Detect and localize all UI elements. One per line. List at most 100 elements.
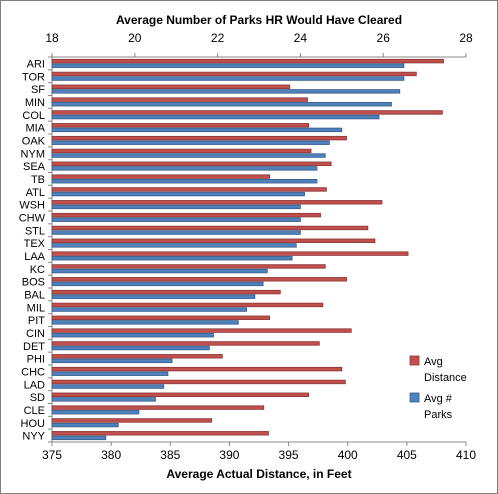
- category-label: LAA: [24, 251, 45, 263]
- bar-avg-parks: [51, 345, 210, 351]
- bar-avg-distance: [51, 405, 265, 410]
- category-label: OAK: [22, 135, 46, 147]
- bar-avg-parks: [51, 294, 256, 299]
- bar-avg-parks: [51, 217, 301, 222]
- category-label: NYM: [21, 148, 45, 160]
- bar-avg-parks: [51, 166, 318, 171]
- bar-avg-parks: [51, 422, 119, 428]
- category-label: TEX: [24, 238, 46, 250]
- category-label: PIT: [28, 315, 45, 327]
- bar-avg-parks: [51, 89, 401, 94]
- x-top-tick-label: 28: [459, 31, 473, 45]
- bar-avg-parks: [51, 333, 214, 338]
- bar-avg-parks: [51, 397, 156, 402]
- category-label: MIN: [25, 97, 45, 109]
- category-label: SD: [30, 392, 45, 404]
- bar-avg-parks: [51, 358, 173, 364]
- bar-avg-distance: [51, 110, 443, 115]
- x-top-tick-label: 20: [128, 31, 142, 45]
- bar-avg-parks: [51, 435, 107, 441]
- x-bottom-tick-label: 380: [101, 448, 121, 462]
- category-label: SEA: [23, 161, 46, 173]
- x-bottom-tick-label: 410: [456, 448, 476, 462]
- bar-avg-parks: [51, 268, 268, 274]
- bar-avg-parks: [51, 256, 293, 261]
- bar-avg-distance: [51, 58, 444, 64]
- x-bottom-tick-label: 390: [219, 448, 239, 462]
- bar-avg-distance: [51, 161, 332, 166]
- category-label: TOR: [22, 71, 45, 83]
- bar-avg-distance: [51, 148, 312, 154]
- category-label: LAD: [24, 379, 45, 391]
- x-bottom-tick-label: 375: [42, 448, 62, 462]
- bar-avg-distance: [51, 71, 417, 77]
- bar-avg-parks: [51, 153, 326, 158]
- bar-avg-distance: [51, 277, 347, 282]
- bar-avg-distance: [51, 418, 213, 423]
- bar-avg-parks: [51, 243, 297, 248]
- bar-avg-parks: [51, 140, 330, 145]
- category-label: PHI: [27, 354, 45, 366]
- bar-avg-parks: [51, 63, 405, 68]
- x-top-tick-label: 26: [377, 31, 391, 45]
- bar-avg-parks: [51, 320, 239, 325]
- bar-avg-parks: [51, 127, 343, 133]
- category-label: ARI: [27, 58, 45, 70]
- bar-avg-parks: [51, 371, 169, 376]
- legend-label-parks-line2: Parks: [424, 409, 453, 421]
- bar-avg-distance: [51, 135, 347, 141]
- category-label: COL: [22, 110, 45, 122]
- legend-label-distance-line2: Distance: [424, 372, 467, 384]
- bar-avg-distance: [51, 97, 308, 102]
- bar-avg-distance: [51, 187, 327, 192]
- category-label: CHC: [21, 366, 45, 378]
- bar-avg-distance: [51, 431, 269, 436]
- category-label: ATL: [26, 187, 45, 199]
- bar-avg-distance: [51, 251, 409, 256]
- legend-label-parks-line1: Avg #: [424, 393, 453, 405]
- category-label: WSH: [19, 200, 45, 212]
- x-top-tick-label: 24: [294, 31, 308, 45]
- bar-avg-parks: [51, 179, 318, 184]
- category-label: KC: [30, 264, 45, 276]
- category-label: MIA: [25, 123, 45, 135]
- bar-avg-parks: [51, 281, 264, 287]
- bar-avg-distance: [51, 315, 271, 320]
- legend: Avg Distance Avg # Parks: [409, 355, 467, 421]
- bar-avg-distance: [51, 392, 310, 397]
- x-top-tick-label: 18: [45, 31, 59, 45]
- x-axis-title: Average Actual Distance, in Feet: [166, 467, 351, 481]
- bar-avg-parks: [51, 307, 247, 312]
- chart-title: Average Number of Parks HR Would Have Cl…: [116, 13, 402, 27]
- x-bottom-tick-label: 400: [338, 448, 358, 462]
- bar-avg-distance: [51, 341, 320, 346]
- bar-avg-distance: [51, 328, 352, 333]
- category-label: MIL: [27, 302, 45, 314]
- bar-avg-parks: [51, 384, 165, 389]
- bar-avg-distance: [51, 225, 369, 231]
- bar-avg-distance: [51, 289, 281, 295]
- bar-avg-parks: [51, 102, 392, 107]
- bar-avg-distance: [51, 174, 271, 179]
- bar-avg-distance: [51, 84, 291, 89]
- category-label: SF: [31, 84, 45, 96]
- bar-avg-distance: [51, 238, 376, 243]
- bar-avg-parks: [51, 76, 405, 81]
- bar-avg-parks: [51, 230, 301, 235]
- category-label: TB: [31, 174, 45, 186]
- bar-avg-parks: [51, 114, 380, 120]
- bar-avg-distance: [51, 354, 223, 359]
- legend-swatch-distance: [409, 355, 420, 366]
- category-label: CIN: [26, 328, 45, 340]
- x-bottom-tick-label: 385: [160, 448, 180, 462]
- category-label: BAL: [24, 289, 45, 301]
- bar-avg-parks: [51, 410, 140, 415]
- category-label: BOS: [22, 277, 45, 289]
- bar-avg-parks: [51, 191, 305, 197]
- bar-avg-distance: [51, 123, 310, 128]
- category-label: HOU: [21, 418, 46, 430]
- bar-avg-distance: [51, 200, 383, 205]
